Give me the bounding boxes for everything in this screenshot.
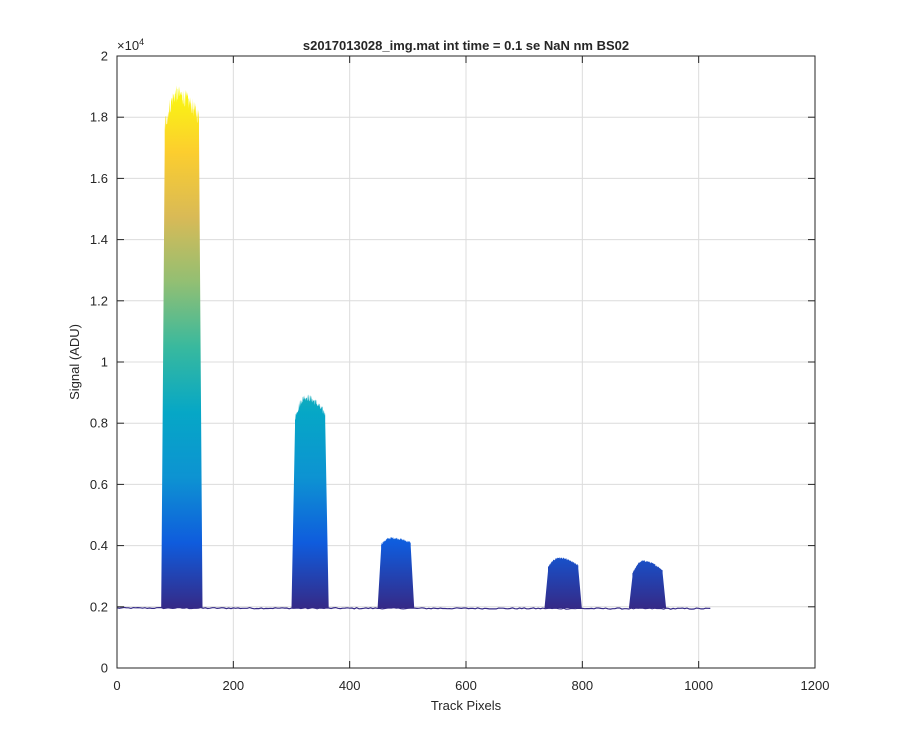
- y-tick-label: 1.8: [90, 110, 108, 125]
- signal-peak-3: [377, 536, 415, 608]
- x-tick-label: 1200: [801, 678, 830, 693]
- baseline-signal: [116, 606, 711, 610]
- y-tick-label: 0.8: [90, 416, 108, 431]
- y-tick-label: 0.4: [90, 538, 108, 553]
- signal-peak-2: [291, 394, 329, 608]
- x-axis-ticks: 0 200 400 600 800 1000 1200: [113, 56, 829, 693]
- data-marks: [116, 85, 711, 610]
- y-exponent-power: 4: [139, 37, 144, 47]
- x-tick-label: 600: [455, 678, 477, 693]
- plot-axes: 0 200 400 600 800 1000 1200 0 0.2 0.4 0.6 0.8 1 1.2 1…: [90, 49, 830, 694]
- x-tick-label: 1000: [684, 678, 713, 693]
- grid-lines: [117, 56, 815, 668]
- x-axis-label: Track Pixels: [431, 698, 502, 713]
- y-exponent-base: ×10: [117, 38, 139, 53]
- y-tick-label: 0.2: [90, 599, 108, 614]
- y-axis-label: Signal (ADU): [67, 324, 82, 400]
- signal-peak-5: [628, 560, 667, 608]
- y-tick-label: 2: [101, 49, 108, 64]
- signal-peak-4: [544, 557, 582, 608]
- x-tick-label: 800: [571, 678, 593, 693]
- y-tick-label: 1.2: [90, 293, 108, 308]
- y-axis-exponent: ×104: [117, 37, 144, 53]
- x-tick-label: 0: [113, 678, 120, 693]
- y-axis-ticks: 0 0.2 0.4 0.6 0.8 1 1.2 1.4 1.6 1.8 2: [90, 49, 815, 676]
- signal-peak-1: [161, 85, 203, 608]
- chart-title: s2017013028_img.mat int time = 0.1 se Na…: [303, 38, 629, 53]
- y-tick-label: 1.6: [90, 171, 108, 186]
- y-tick-label: 1.4: [90, 232, 108, 247]
- y-tick-label: 0.6: [90, 477, 108, 492]
- x-tick-label: 400: [339, 678, 361, 693]
- y-tick-label: 0: [101, 661, 108, 676]
- y-tick-label: 1: [101, 355, 108, 370]
- x-tick-label: 200: [222, 678, 244, 693]
